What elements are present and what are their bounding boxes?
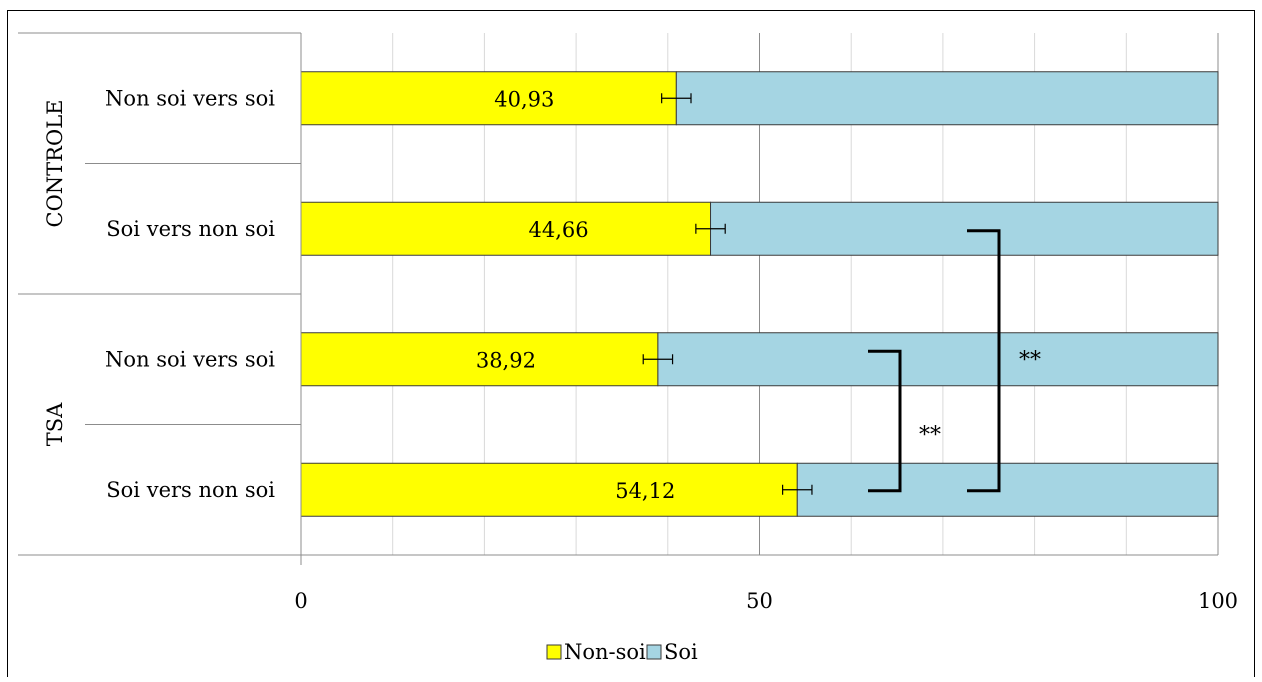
axes — [18, 32, 1218, 565]
category-label: Soi vers non soi — [106, 478, 275, 502]
bar-soi — [675, 71, 1219, 126]
bar-soi — [657, 332, 1219, 387]
significance-annotations: ** ** — [868, 229, 1041, 493]
chart-border — [7, 10, 1255, 682]
data-label: 54,12 — [615, 479, 675, 503]
category-label: Soi vers non soi — [106, 217, 275, 241]
significance-label: ** — [1019, 348, 1041, 373]
bar-non-soi — [300, 201, 712, 256]
data-label: 44,66 — [528, 218, 588, 242]
significance-label: ** — [919, 423, 941, 448]
legend: Non-soi Soi — [546, 640, 698, 664]
legend-swatch-soi — [646, 644, 662, 660]
data-label: 38,92 — [476, 348, 536, 372]
x-tick-label: 0 — [294, 589, 307, 613]
bar-non-soi — [300, 462, 798, 517]
group-label: CONTROLE — [43, 100, 67, 228]
legend-label-non-soi: Non-soi — [564, 640, 646, 664]
legend-swatch-non-soi — [546, 644, 562, 660]
group-label: TSA — [43, 402, 67, 446]
significance-bracket — [967, 229, 1001, 493]
bar-soi — [796, 462, 1219, 517]
legend-label-soi: Soi — [664, 640, 698, 664]
bar-soi — [710, 201, 1219, 256]
category-label: Non soi vers soi — [105, 347, 275, 371]
bars — [300, 71, 1219, 517]
category-label: Non soi vers soi — [105, 86, 275, 110]
data-label: 40,93 — [494, 87, 554, 111]
x-tick-label: 50 — [746, 589, 773, 613]
bar-non-soi — [300, 71, 677, 126]
labels: 40,93 44,66 38,92 54,12 CONTROLE TSA Non soi v… — [43, 86, 1238, 613]
significance-bracket — [868, 349, 902, 493]
x-tick-label: 100 — [1198, 589, 1238, 613]
